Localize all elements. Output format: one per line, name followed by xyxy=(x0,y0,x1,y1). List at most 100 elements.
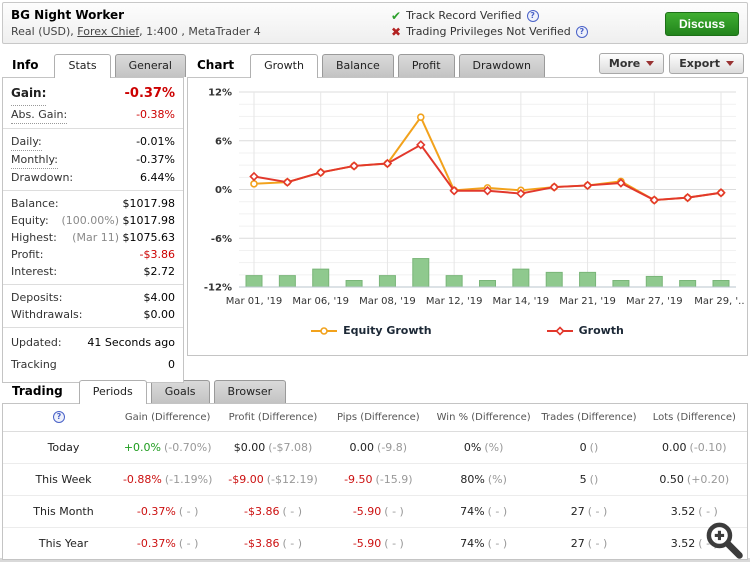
page-bottom-bar xyxy=(0,558,750,562)
tab-browser[interactable]: Browser xyxy=(213,380,287,403)
value-cell: 80% (%) xyxy=(430,462,537,495)
stat-row-drawdown: Drawdown: 6.44% xyxy=(11,169,175,186)
svg-text:-12%: -12% xyxy=(204,283,232,294)
value-cell: 74%( - ) xyxy=(430,494,537,527)
value-cell: 0% (%) xyxy=(431,431,536,463)
cell-value: -$3.86 xyxy=(243,504,280,518)
svg-text:12%: 12% xyxy=(208,88,232,99)
export-button[interactable]: Export xyxy=(669,53,744,74)
cell-difference: ( - ) xyxy=(282,504,302,518)
table-row[interactable]: This Month -0.37%( - ) -$3.86( - ) -5.90( -… xyxy=(3,494,747,527)
cell-value: 3.52 xyxy=(670,504,696,518)
divider xyxy=(3,327,183,328)
stat-row-interest: Interest: $2.72 xyxy=(11,263,175,280)
trading-privileges-label: Trading Privileges Not Verified xyxy=(406,25,571,38)
info-icon[interactable]: ? xyxy=(53,411,65,424)
stat-label: Drawdown: xyxy=(11,171,74,184)
section-label-trading: Trading xyxy=(12,384,63,398)
cell-value: 27 xyxy=(570,536,585,550)
value-cell: 0.00 (-0.10) xyxy=(642,431,747,463)
cell-value: 74% xyxy=(460,504,485,518)
stat-value: -0.38% xyxy=(136,106,175,123)
value-cell: +0.0% (-0.70%) xyxy=(115,431,220,463)
cell-difference: () xyxy=(589,440,599,454)
cell-value: 0.00 xyxy=(662,440,687,454)
header-cell: Pips (Difference) xyxy=(325,404,431,432)
stat-label: Equity: xyxy=(11,214,49,227)
stat-label: Abs. Gain: xyxy=(11,106,68,124)
question-icon[interactable]: ? xyxy=(526,10,539,22)
stat-label: Updated: xyxy=(11,336,62,349)
cell-difference: (-9.8) xyxy=(377,440,408,454)
cell-difference: (-15.9) xyxy=(375,472,413,486)
table-row[interactable]: This Week -0.88% (-1.19%) -$9.00 (-$12.19) -9… xyxy=(3,462,747,495)
value-cell: 0.00 (-9.8) xyxy=(326,431,431,463)
header-cell: Profit (Difference) xyxy=(220,404,326,432)
svg-text:Mar 08, '19: Mar 08, '19 xyxy=(359,296,416,307)
legend-item-equity-growth[interactable]: Equity Growth xyxy=(311,324,432,337)
cell-value: +0.0% xyxy=(123,440,161,454)
cell-value: 0.50 xyxy=(659,472,684,486)
tab-profit[interactable]: Profit xyxy=(397,54,455,77)
question-icon[interactable]: ? xyxy=(575,26,588,38)
broker-link[interactable]: Forex Chief xyxy=(77,25,140,38)
tab-balance[interactable]: Balance xyxy=(321,54,394,77)
stat-value: -0.01% xyxy=(136,133,175,150)
cell-value: 0.00 xyxy=(349,440,375,454)
tab-goals[interactable]: Goals xyxy=(150,380,210,403)
cell-value: 5 xyxy=(579,472,587,486)
account-type: Real (USD), xyxy=(11,25,78,38)
stat-value: 41 Seconds ago xyxy=(87,332,175,354)
export-button-label: Export xyxy=(679,57,720,70)
value-cell: 0() xyxy=(536,431,641,463)
divider xyxy=(3,190,183,191)
tab-stats[interactable]: Stats xyxy=(54,54,111,78)
cell-value: 80% xyxy=(460,472,485,486)
zoom-in-icon[interactable] xyxy=(705,521,745,561)
stat-value-text: -$3.86 xyxy=(139,248,175,261)
header-cell: Lots (Difference) xyxy=(641,404,747,432)
stat-value-text: $1017.98 xyxy=(122,197,176,210)
svg-text:6%: 6% xyxy=(215,136,232,147)
cell-difference: (-0.10) xyxy=(689,440,727,454)
cell-value: 74% xyxy=(460,536,485,550)
cell-value: 3.52 xyxy=(670,536,696,550)
svg-text:Mar 12, '19: Mar 12, '19 xyxy=(426,296,483,307)
period-label: This Week xyxy=(3,462,115,495)
value-cell: -$9.00 (-$12.19) xyxy=(220,462,326,495)
tab-general[interactable]: General xyxy=(114,54,186,77)
tab-growth[interactable]: Growth xyxy=(250,54,318,78)
value-cell: 27( - ) xyxy=(536,494,642,527)
tab-drawdown[interactable]: Drawdown xyxy=(458,54,545,77)
legend-item-growth[interactable]: Growth xyxy=(546,324,624,337)
period-label: This Month xyxy=(3,494,115,527)
value-cell: -0.88% (-1.19%) xyxy=(115,462,221,495)
value-cell: 74%( - ) xyxy=(430,526,537,559)
cell-difference: (-$12.19) xyxy=(266,472,318,486)
growth-chart[interactable]: 12% 6% 0% -6% -12% Mar 01, '19 Mar 06, '19 Mar … xyxy=(191,82,744,318)
discuss-button[interactable]: Discuss xyxy=(664,12,739,36)
more-button[interactable]: More xyxy=(598,53,665,74)
periods-table-panel: ? Gain (Difference) Profit (Difference) Pip… xyxy=(2,403,748,560)
stat-row-profit: Profit: -$3.86 xyxy=(11,246,175,263)
stat-value: (100.00%) $1017.98 xyxy=(61,212,175,229)
stat-value-text: -0.01% xyxy=(136,135,175,148)
stat-row-daily: Daily: -0.01% xyxy=(11,133,175,151)
cell-difference: ( - ) xyxy=(384,504,404,518)
value-cell: -5.90( - ) xyxy=(325,494,431,527)
stat-value: 6.44% xyxy=(140,169,175,186)
account-header: BG Night Worker Real (USD), Forex Chief,… xyxy=(2,2,748,44)
table-row[interactable]: Today +0.0% (-0.70%) $0.00 (-$7.08) 0.00 (-9.8… xyxy=(3,431,747,463)
header-cell: Win % (Difference) xyxy=(430,404,537,432)
stat-value: $4.00 xyxy=(144,289,176,306)
stat-value: $1017.98 xyxy=(123,195,176,212)
cell-difference: ( - ) xyxy=(487,504,508,518)
stat-value-text: 6.44% xyxy=(140,171,175,184)
tab-periods[interactable]: Periods xyxy=(78,380,147,404)
info-tab-strip: Info Stats General xyxy=(2,52,186,78)
stat-row-highest: Highest: (Mar 11) $1075.63 xyxy=(11,229,175,246)
stat-value-text: $2.72 xyxy=(143,265,176,278)
table-row[interactable]: This Year -0.37%( - ) -$3.86( - ) -5.90( - … xyxy=(3,526,747,559)
cell-difference: (%) xyxy=(484,440,504,454)
cell-difference: ( - ) xyxy=(587,536,608,550)
